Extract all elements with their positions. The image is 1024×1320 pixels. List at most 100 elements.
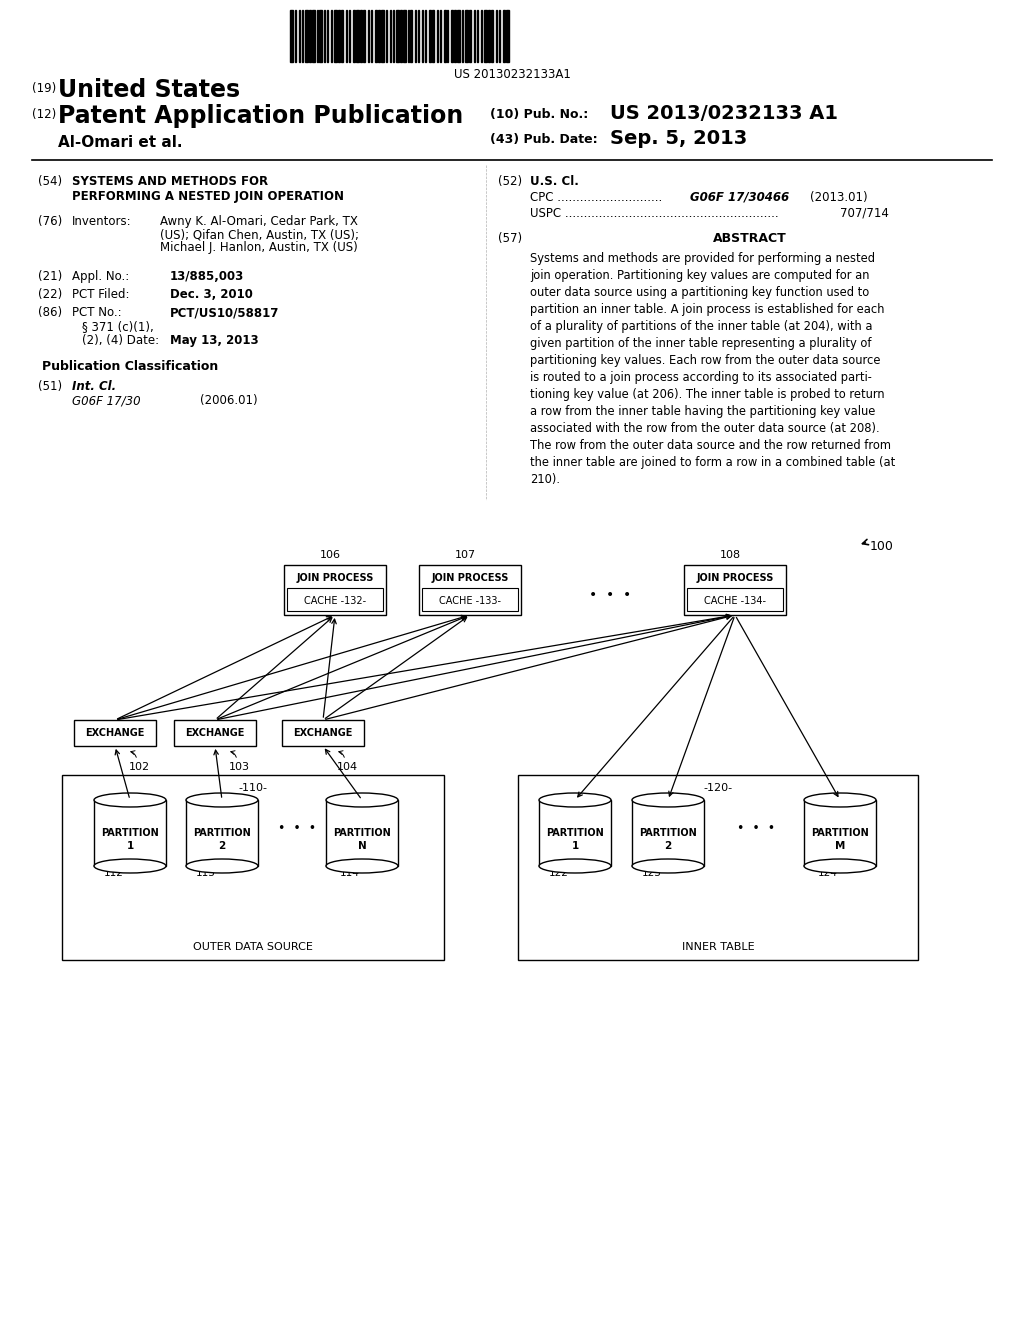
Text: Patent Application Publication: Patent Application Publication xyxy=(58,104,463,128)
Text: PARTITION: PARTITION xyxy=(101,828,159,838)
Bar xyxy=(396,11,399,62)
Text: Appl. No.:: Appl. No.: xyxy=(72,271,129,282)
Bar xyxy=(353,11,355,62)
Ellipse shape xyxy=(539,859,611,873)
Text: PARTITION: PARTITION xyxy=(639,828,697,838)
Bar xyxy=(290,11,293,62)
Text: US 20130232133A1: US 20130232133A1 xyxy=(454,69,570,81)
Text: PARTITION: PARTITION xyxy=(194,828,251,838)
Bar xyxy=(62,775,444,960)
Text: 106: 106 xyxy=(319,550,341,560)
Bar xyxy=(309,11,311,62)
Bar xyxy=(410,11,412,62)
Text: EXCHANGE: EXCHANGE xyxy=(85,729,144,738)
Text: Al-Omari et al.: Al-Omari et al. xyxy=(58,135,182,150)
Bar xyxy=(444,11,446,62)
Text: M: M xyxy=(835,841,845,851)
Text: -120-: -120- xyxy=(703,783,732,793)
Ellipse shape xyxy=(804,793,876,807)
Text: U.S. Cl.: U.S. Cl. xyxy=(530,176,579,187)
Bar xyxy=(488,11,490,62)
Text: CACHE -134-: CACHE -134- xyxy=(705,597,766,606)
Text: Awny K. Al-Omari, Cedar Park, TX: Awny K. Al-Omari, Cedar Park, TX xyxy=(160,215,357,228)
Text: Sep. 5, 2013: Sep. 5, 2013 xyxy=(610,129,748,148)
Bar xyxy=(539,800,611,866)
Bar xyxy=(454,11,456,62)
Bar xyxy=(338,11,340,62)
Ellipse shape xyxy=(326,793,398,807)
Bar xyxy=(341,11,343,62)
Text: (19): (19) xyxy=(32,82,56,95)
Text: EXCHANGE: EXCHANGE xyxy=(185,729,245,738)
Ellipse shape xyxy=(186,859,258,873)
Bar xyxy=(432,11,434,62)
Text: ABSTRACT: ABSTRACT xyxy=(713,232,786,246)
Text: CACHE -132-: CACHE -132- xyxy=(304,597,366,606)
Text: 2: 2 xyxy=(218,841,225,851)
Text: Int. Cl.: Int. Cl. xyxy=(72,380,116,393)
Bar xyxy=(360,11,362,62)
Bar xyxy=(284,565,386,615)
Text: Systems and methods are provided for performing a nested
join operation. Partiti: Systems and methods are provided for per… xyxy=(530,252,895,486)
Bar xyxy=(469,11,471,62)
Text: (22): (22) xyxy=(38,288,62,301)
Text: (21): (21) xyxy=(38,271,62,282)
Text: (57): (57) xyxy=(498,232,522,246)
Bar xyxy=(451,11,453,62)
Text: SYSTEMS AND METHODS FOR: SYSTEMS AND METHODS FOR xyxy=(72,176,268,187)
Text: 707/714: 707/714 xyxy=(840,207,889,220)
Ellipse shape xyxy=(804,859,876,873)
Text: § 371 (c)(1),: § 371 (c)(1), xyxy=(82,319,154,333)
Text: May 13, 2013: May 13, 2013 xyxy=(170,334,259,347)
Bar xyxy=(687,587,783,611)
Bar xyxy=(174,719,256,746)
Text: JOIN PROCESS: JOIN PROCESS xyxy=(696,573,774,583)
Text: PARTITION: PARTITION xyxy=(333,828,391,838)
Text: 102: 102 xyxy=(129,762,151,772)
Text: (51): (51) xyxy=(38,380,62,393)
Text: N: N xyxy=(357,841,367,851)
Text: PARTITION: PARTITION xyxy=(546,828,604,838)
Bar xyxy=(186,800,258,866)
Text: Inventors:: Inventors: xyxy=(72,215,132,228)
Text: PCT Filed:: PCT Filed: xyxy=(72,288,129,301)
Bar xyxy=(429,11,431,62)
Text: Michael J. Hanlon, Austin, TX (US): Michael J. Hanlon, Austin, TX (US) xyxy=(160,242,357,253)
Text: Dec. 3, 2010: Dec. 3, 2010 xyxy=(170,288,253,301)
Bar xyxy=(400,11,402,62)
Bar xyxy=(287,587,383,611)
Text: 114: 114 xyxy=(340,869,359,878)
Text: Publication Classification: Publication Classification xyxy=(42,360,218,374)
Bar xyxy=(403,11,406,62)
Bar xyxy=(419,565,521,615)
Text: (US); Qifan Chen, Austin, TX (US);: (US); Qifan Chen, Austin, TX (US); xyxy=(160,228,359,242)
Bar xyxy=(334,11,337,62)
Text: (2006.01): (2006.01) xyxy=(200,393,258,407)
Text: USPC .........................................................: USPC ...................................… xyxy=(530,207,778,220)
Bar xyxy=(94,800,166,866)
Text: United States: United States xyxy=(58,78,240,102)
Text: 1: 1 xyxy=(126,841,133,851)
Bar xyxy=(422,587,518,611)
Text: 104: 104 xyxy=(337,762,358,772)
Bar xyxy=(506,11,509,62)
Bar xyxy=(362,11,365,62)
Text: (10) Pub. No.:: (10) Pub. No.: xyxy=(490,108,588,121)
Bar xyxy=(632,800,705,866)
Text: •  •  •: • • • xyxy=(589,587,631,602)
Text: 124: 124 xyxy=(818,869,838,878)
Text: (54): (54) xyxy=(38,176,62,187)
Text: JOIN PROCESS: JOIN PROCESS xyxy=(296,573,374,583)
Text: 1: 1 xyxy=(571,841,579,851)
Bar xyxy=(326,800,398,866)
Bar xyxy=(503,11,505,62)
Bar xyxy=(804,800,876,866)
Ellipse shape xyxy=(94,793,166,807)
Text: G06F 17/30466: G06F 17/30466 xyxy=(690,191,790,205)
Text: CPC ............................: CPC ............................ xyxy=(530,191,663,205)
Text: 103: 103 xyxy=(229,762,250,772)
Ellipse shape xyxy=(326,859,398,873)
Bar xyxy=(378,11,380,62)
Text: 2: 2 xyxy=(665,841,672,851)
Text: (2013.01): (2013.01) xyxy=(810,191,867,205)
